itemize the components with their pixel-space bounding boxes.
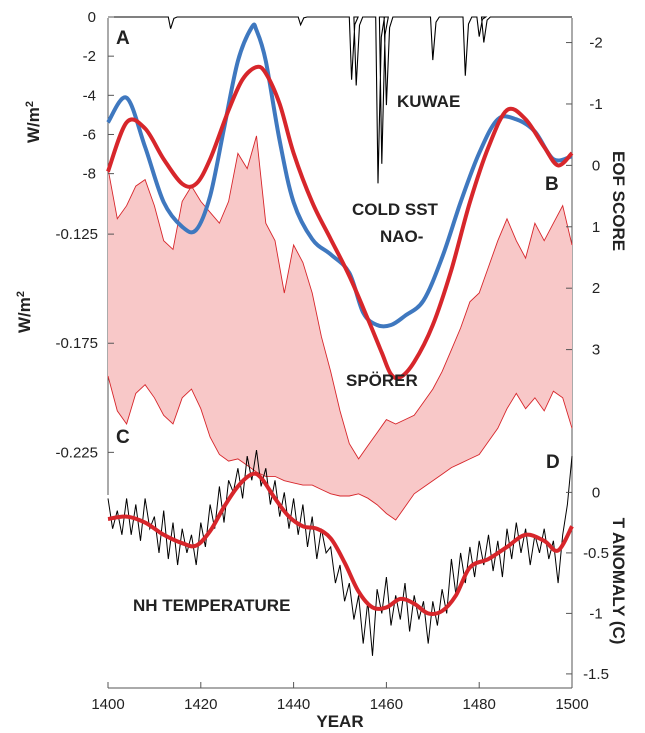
annotation-cold-sst: COLD SST bbox=[352, 200, 439, 219]
panel-a-ylabel: W/m2 bbox=[24, 101, 43, 143]
forcing-band-fill bbox=[108, 135, 572, 520]
series-lines-layer bbox=[106, 16, 574, 656]
panel-c-ylabel: W/m2 bbox=[15, 291, 34, 333]
forcing-band-upper-line bbox=[107, 135, 573, 460]
panel-d-y-tick-label: -0.5 bbox=[583, 545, 609, 562]
x-axis-tick-label: 1400 bbox=[91, 696, 124, 713]
panel-label-a: A bbox=[116, 28, 130, 49]
panel-d-y-tick-label: -1.5 bbox=[583, 666, 609, 683]
x-axis-tick-label: 1460 bbox=[370, 696, 403, 713]
panel-b-y-tick-label: 0 bbox=[592, 157, 600, 174]
x-axis-label: YEAR bbox=[316, 712, 363, 731]
nh-temperature-smoothed-line bbox=[107, 471, 574, 616]
panel-a-y-tick-label: -2 bbox=[83, 48, 96, 65]
x-axis-tick-label: 1500 bbox=[555, 696, 588, 713]
panel-label-c: C bbox=[116, 427, 130, 448]
panel-b-y-tick-label: 3 bbox=[592, 342, 600, 359]
forcing-band-lower-line bbox=[107, 375, 573, 521]
panel-d-ylabel: T ANOMALY (C) bbox=[609, 518, 628, 645]
panel-b-ylabel: EOF SCORE bbox=[609, 151, 628, 251]
forcing-band-layer bbox=[107, 135, 573, 521]
panel-b-y-tick-label: -1 bbox=[589, 96, 602, 113]
annotation-nh-temperature: NH TEMPERATURE bbox=[133, 596, 290, 615]
panel-b-y-tick-label: 1 bbox=[592, 219, 600, 236]
panel-a-y-tick-label: -4 bbox=[83, 87, 96, 104]
eof-blue-line bbox=[106, 22, 573, 329]
annotation-nao: NAO- bbox=[380, 227, 423, 246]
x-axis-tick-label: 1480 bbox=[463, 696, 496, 713]
x-axis-tick-label: 1440 bbox=[277, 696, 310, 713]
axis-ticks-layer: 0 -2 -4 -6 -8 -0.125 -0.175 -0.225 -2 -1 0 1 2 3 0 -0.5… bbox=[55, 9, 608, 713]
panel-d-y-tick-label: -1 bbox=[589, 605, 602, 622]
volcanic-forcing-line bbox=[108, 16, 572, 184]
panel-label-b: B bbox=[545, 174, 559, 195]
panel-b-y-tick-label: 2 bbox=[592, 280, 600, 297]
panel-a-y-tick-label: -6 bbox=[83, 126, 96, 143]
panel-a-y-tick-label: 0 bbox=[88, 9, 96, 26]
panel-c-y-tick-label: -0.125 bbox=[55, 226, 98, 243]
eof-red-line bbox=[106, 64, 574, 381]
panel-label-d: D bbox=[546, 452, 560, 473]
annotation-kuwae: KUWAE bbox=[397, 92, 460, 111]
annotation-sporer: SPÖRER bbox=[346, 371, 418, 390]
panel-a-y-tick-label: -8 bbox=[83, 166, 96, 183]
panel-b-y-tick-label: -2 bbox=[589, 35, 602, 52]
panel-c-y-tick-label: -0.175 bbox=[55, 335, 98, 352]
x-axis-tick-label: 1420 bbox=[184, 696, 217, 713]
panel-d-y-tick-label: 0 bbox=[592, 484, 600, 501]
panel-c-y-tick-label: -0.225 bbox=[55, 444, 98, 461]
